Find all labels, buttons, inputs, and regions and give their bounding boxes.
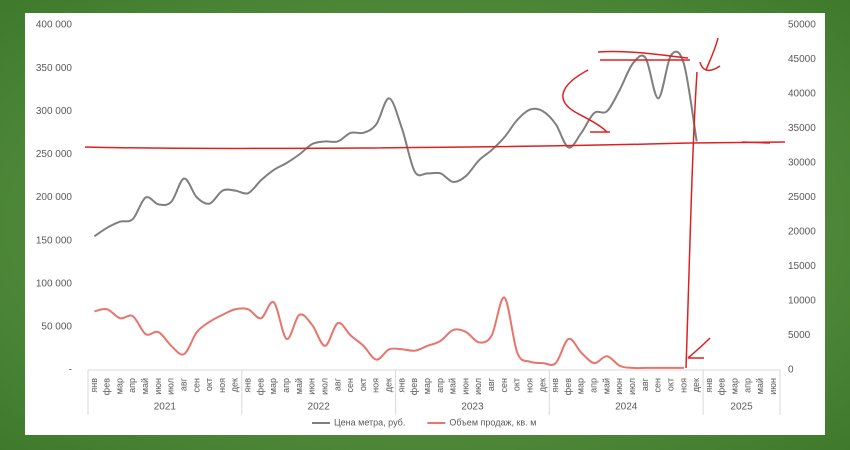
year-label: 2021 — [154, 402, 177, 413]
x-tick-label: сен — [499, 378, 509, 393]
x-tick-label: фев — [255, 378, 265, 395]
x-tick-label: сен — [653, 378, 663, 393]
x-tick-label: апр — [435, 378, 445, 393]
y-tick-label: 250 000 — [36, 149, 73, 160]
hand-line — [84, 141, 786, 150]
x-tick-label: окт — [512, 378, 522, 391]
legend-label: Объем продаж, кв. м — [449, 417, 536, 427]
x-tick-label: ноя — [678, 378, 688, 393]
chart-panel — [25, 13, 825, 435]
y-tick-label: 350 000 — [36, 63, 73, 74]
x-tick-label: май — [448, 378, 458, 394]
x-tick-label: ноя — [217, 378, 227, 393]
x-tick-label: фев — [563, 378, 573, 395]
year-label: 2025 — [730, 402, 753, 413]
x-tick-label: июн — [307, 378, 317, 395]
y2-tick-label: 45000 — [788, 54, 816, 65]
y2-tick-label: 0 — [788, 365, 794, 376]
x-tick-label: мар — [114, 378, 124, 394]
x-tick-label: янв — [243, 378, 253, 393]
x-tick-label: май — [755, 378, 765, 394]
x-tick-label: июл — [473, 378, 483, 395]
y2-tick-label: 25000 — [788, 192, 816, 203]
x-tick-label: ноя — [524, 378, 534, 393]
x-tick-label: фев — [409, 378, 419, 395]
y-tick-label: 50 000 — [41, 322, 72, 333]
x-tick-label: янв — [89, 378, 99, 393]
x-tick-label: мар — [268, 378, 278, 394]
x-tick-label: янв — [396, 378, 406, 393]
y2-tick-label: 15000 — [788, 261, 816, 272]
x-tick-label: окт — [358, 378, 368, 391]
y2-tick-label: 30000 — [788, 158, 816, 169]
hand-line — [741, 141, 771, 144]
series-line — [94, 296, 684, 370]
x-tick-label: авг — [178, 377, 188, 391]
x-tick-label: янв — [550, 378, 560, 393]
x-tick-label: июн — [614, 378, 624, 395]
y-tick-label: 200 000 — [36, 192, 73, 203]
x-tick-label: мар — [422, 378, 432, 394]
x-tick-label: апр — [281, 378, 291, 393]
x-tick-label: фев — [717, 378, 727, 395]
year-label: 2022 — [308, 402, 331, 413]
x-tick-label: авг — [640, 377, 650, 391]
x-tick-label: дек — [537, 378, 547, 392]
y-tick-label: 150 000 — [36, 235, 73, 246]
x-tick-label: май — [601, 378, 611, 394]
y-tick-label: 300 000 — [36, 106, 73, 117]
y-tick-label: - — [69, 365, 72, 376]
x-tick-label: окт — [665, 378, 675, 391]
x-tick-label: янв — [704, 378, 714, 393]
y2-tick-label: 50000 — [788, 20, 816, 31]
x-tick-label: июл — [627, 378, 637, 395]
x-tick-label: апр — [589, 378, 599, 393]
hand-arrow — [687, 337, 711, 359]
hand-arrow — [562, 69, 610, 133]
year-label: 2024 — [615, 402, 638, 413]
x-tick-label: дек — [691, 378, 701, 392]
x-tick-label: май — [140, 378, 150, 394]
x-tick-label: сен — [191, 378, 201, 393]
x-tick-label: сен — [345, 378, 355, 393]
x-tick-label: апр — [127, 378, 137, 393]
hand-line — [597, 50, 690, 61]
y2-tick-label: 10000 — [788, 296, 816, 307]
y2-tick-label: 5000 — [788, 330, 811, 341]
y2-tick-label: 35000 — [788, 123, 816, 134]
x-tick-label: июн — [153, 378, 163, 395]
x-tick-label: дек — [384, 378, 394, 392]
x-tick-label: ноя — [371, 378, 381, 393]
series-line — [93, 50, 698, 238]
x-tick-label: окт — [204, 378, 214, 391]
x-tick-label: авг — [486, 377, 496, 391]
hand-arrow — [699, 37, 721, 72]
x-tick-label: май — [294, 378, 304, 394]
y2-tick-label: 40000 — [788, 89, 816, 100]
x-tick-label: авг — [332, 377, 342, 391]
y-tick-label: 400 000 — [36, 20, 73, 31]
legend-label: Цена метра, руб. — [334, 417, 405, 427]
x-tick-label: фев — [102, 378, 112, 395]
hand-annotations — [84, 37, 786, 369]
x-tick-label: мар — [576, 378, 586, 394]
x-tick-label: мар — [730, 378, 740, 394]
y2-tick-label: 20000 — [788, 227, 816, 238]
year-label: 2023 — [461, 402, 484, 413]
x-tick-label: июл — [319, 378, 329, 395]
hand-line — [685, 71, 698, 369]
y-tick-label: 100 000 — [36, 278, 73, 289]
x-tick-label: июл — [166, 378, 176, 395]
x-tick-label: июн — [460, 378, 470, 395]
x-tick-label: дек — [230, 378, 240, 392]
x-tick-label: апр — [742, 378, 752, 393]
x-tick-label: июн — [768, 378, 778, 395]
